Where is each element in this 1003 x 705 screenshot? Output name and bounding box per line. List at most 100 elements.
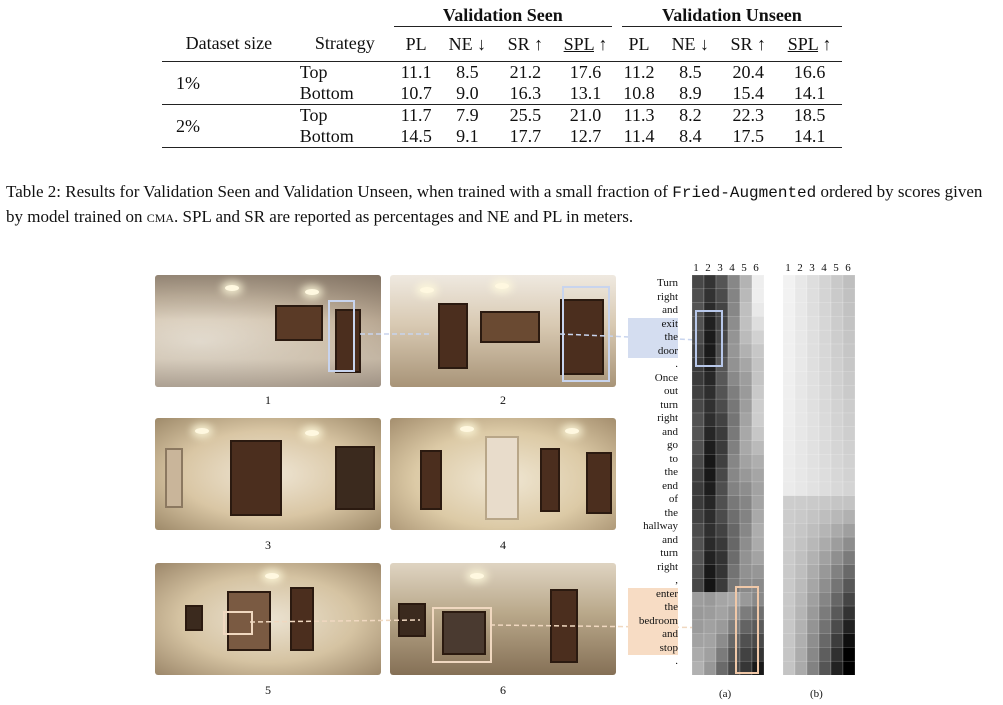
table-cell: 8.4 <box>661 126 720 148</box>
heatmap-cell <box>727 454 741 469</box>
instruction-word: , <box>675 574 678 586</box>
heatmap-cell <box>806 619 820 635</box>
heatmap-cell <box>842 578 855 593</box>
heatmap-cell <box>783 302 796 318</box>
heatmap-cell <box>751 564 764 580</box>
table-cell: 20.4 <box>732 62 765 82</box>
heatmap-cell <box>739 523 753 538</box>
heatmap-cell <box>794 605 808 621</box>
heatmap-cell <box>715 660 729 675</box>
heatmap-cell <box>794 591 808 607</box>
heatmap-cell <box>727 523 741 538</box>
heatmap-cell <box>715 591 729 607</box>
heatmap-cell <box>830 550 844 566</box>
heatmap-cell <box>692 316 705 331</box>
panorama-label-2: 2 <box>500 393 506 407</box>
heatmap-cell <box>751 275 764 290</box>
heatmap-cell <box>692 302 705 318</box>
heatmap-cell <box>739 357 753 373</box>
heatmap-cell <box>739 647 753 662</box>
heatmap-cell <box>783 398 796 414</box>
heatmap-cell <box>794 523 808 538</box>
heatmap-cell <box>842 275 855 290</box>
heatmap-cell <box>806 660 820 675</box>
panorama-2 <box>390 275 616 387</box>
heatmap-cell <box>806 605 820 621</box>
col-header-strategy: Strategy <box>314 33 375 54</box>
heatmap-cell <box>783 605 796 621</box>
heatmap-cell <box>727 495 741 511</box>
heatmap-cell <box>727 647 741 662</box>
table-cell: 8.5 <box>456 62 479 82</box>
table-cell: 12.7 <box>554 126 617 148</box>
heatmap-col-label: 5 <box>833 262 839 274</box>
heatmap-cell <box>715 647 729 662</box>
heatmap-cell <box>739 288 753 304</box>
heatmap-cell <box>818 509 832 525</box>
heatmap-cell <box>703 385 717 400</box>
heatmap-cell <box>703 329 717 345</box>
heatmap-cell <box>739 412 753 428</box>
heatmap-cell <box>806 467 820 483</box>
heatmap-cell <box>703 564 717 580</box>
heatmap-cell <box>794 495 808 511</box>
heatmap-cell <box>692 550 705 566</box>
heatmap-cell <box>703 302 717 318</box>
heatmap-cell <box>783 385 796 400</box>
heatmap-cell <box>692 564 705 580</box>
heatmap-cell <box>715 385 729 400</box>
instruction-word: end <box>662 479 678 492</box>
heatmap-cell <box>727 481 741 497</box>
heatmap-cell <box>830 633 844 649</box>
heatmap-highlight-box <box>695 310 723 367</box>
heatmap-b <box>783 275 855 675</box>
heatmap-cell <box>751 426 764 442</box>
heatmap-cell <box>818 316 832 331</box>
heatmap-cell <box>830 426 844 442</box>
heatmap-cell <box>703 398 717 414</box>
heatmap-cell <box>830 578 844 593</box>
heatmap-cell <box>842 647 855 662</box>
instruction-word: . <box>675 358 678 370</box>
heatmap-col-label: 2 <box>797 262 803 274</box>
heatmap-cell <box>727 385 741 400</box>
instruction-word: Turn <box>657 277 678 289</box>
heatmap-cell <box>715 440 729 456</box>
heatmap-cell <box>830 591 844 607</box>
heatmap-cell <box>727 343 741 359</box>
table-cell: 11.7 <box>393 104 439 126</box>
heatmap-cell <box>739 398 753 414</box>
heatmap-cell <box>692 619 705 635</box>
table-cell: 14.5 <box>393 126 439 148</box>
heatmap-cell <box>727 605 741 621</box>
instruction-word: bedroom <box>628 614 678 628</box>
heatmap-cell <box>692 660 705 675</box>
heatmap-cell <box>783 316 796 331</box>
table-cell: 11.3 <box>616 104 662 126</box>
heatmap-cell <box>794 412 808 428</box>
heatmap-cell <box>727 412 741 428</box>
heatmap-cell <box>818 550 832 566</box>
strategy-cell: Bottom <box>299 83 354 103</box>
heatmap-cell <box>818 385 832 400</box>
heatmap-cell <box>842 564 855 580</box>
heatmap-cell <box>715 454 729 469</box>
instruction-word: of <box>668 493 678 505</box>
heatmap-cell <box>794 536 808 552</box>
heatmap-cell <box>751 495 764 511</box>
heatmap-cell <box>830 440 844 456</box>
table-cell: 11.4 <box>616 126 662 148</box>
heatmap-cell <box>703 495 717 511</box>
heatmap-cell <box>806 371 820 387</box>
heatmap-cell <box>842 550 855 566</box>
heatmap-cell <box>727 288 741 304</box>
heatmap-cell <box>751 329 764 345</box>
heatmap-cell <box>806 426 820 442</box>
heatmap-cell <box>739 578 753 593</box>
heatmap-cell <box>739 509 753 525</box>
heatmap-cell <box>818 412 832 428</box>
heatmap-cell <box>703 578 717 593</box>
heatmap-cell <box>739 302 753 318</box>
instruction-word: out <box>663 385 678 397</box>
heatmap-cell <box>783 481 796 497</box>
